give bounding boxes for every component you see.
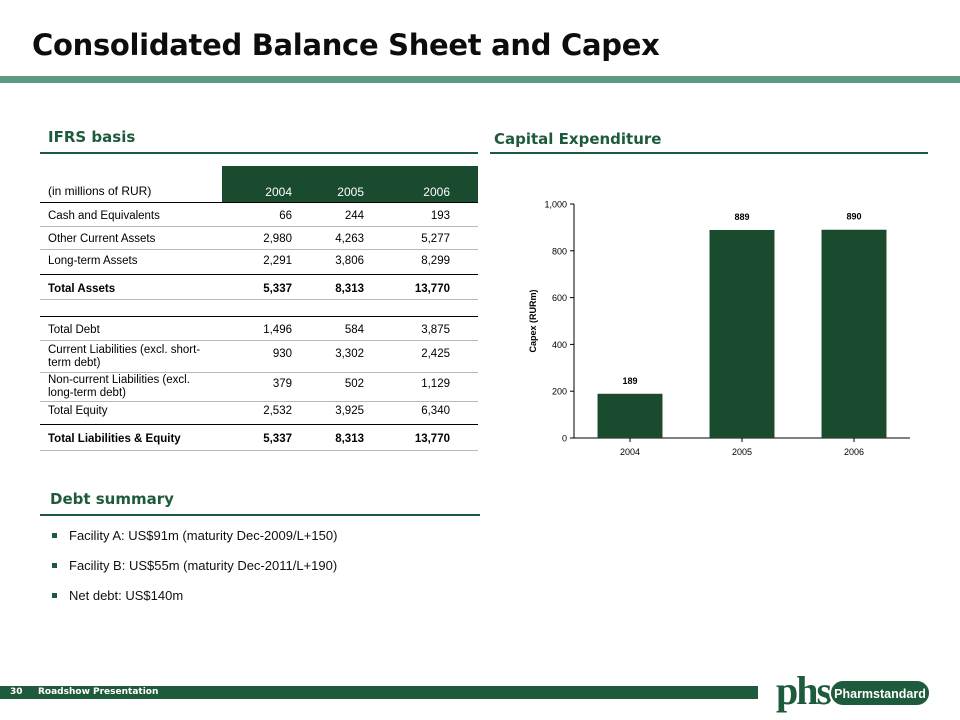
row-label: Non-current Liabilities (excl. long-term… [48, 374, 220, 400]
row-label-line: Current Liabilities (excl. short- [48, 344, 201, 356]
y-tick-label: 400 [552, 340, 567, 350]
cell-2005: 4,263 [335, 233, 364, 245]
page-number: 30 [10, 687, 23, 697]
bullet-square-icon [52, 563, 57, 568]
row-label-line: term debt) [48, 357, 101, 369]
row-label-line: long-term debt) [48, 387, 126, 399]
cell-2006: 13,770 [414, 433, 450, 445]
bullet-square-icon [52, 593, 57, 598]
cell-2004: 1,496 [263, 324, 292, 336]
bar [709, 229, 775, 438]
row-label: Total Equity [48, 405, 108, 417]
row-label: Cash and Equivalents [48, 210, 160, 222]
ifrs-heading: IFRS basis [48, 128, 136, 146]
cell-2004: 2,980 [263, 233, 292, 245]
header-rule [40, 202, 478, 203]
cell-2006: 5,277 [421, 233, 450, 245]
cell-2005: 3,806 [335, 255, 364, 267]
list-item-text: Net debt: US$140m [69, 588, 184, 603]
cell-2006: 8,299 [421, 255, 450, 267]
ifrs-heading-rule [40, 152, 478, 154]
cell-2004: 2,532 [263, 405, 292, 417]
row-divider [40, 274, 478, 275]
cell-2005: 8,313 [335, 433, 364, 445]
x-tick-label: 2004 [620, 447, 640, 457]
y-axis-title: Capex (RURm) [528, 289, 538, 352]
debt-summary-list: Facility A: US$91m (maturity Dec-2009/L+… [52, 528, 337, 618]
cell-2006: 2,425 [421, 348, 450, 360]
data-label: 889 [734, 212, 749, 222]
header-units: (in millions of RUR) [48, 184, 152, 198]
header-2005: 2005 [337, 185, 364, 199]
cell-2005: 3,302 [335, 348, 364, 360]
cell-2004: 930 [272, 348, 292, 360]
row-divider [40, 226, 478, 227]
row-divider [40, 340, 478, 341]
capex-heading: Capital Expenditure [494, 130, 662, 148]
cell-2004: 2,291 [263, 255, 292, 267]
bar [821, 229, 887, 438]
row-divider [40, 401, 478, 402]
header-2004: 2004 [265, 185, 292, 199]
cell-2005: 8,313 [335, 283, 364, 295]
title-underline [0, 76, 960, 83]
header-2006: 2006 [423, 185, 450, 199]
bar [597, 393, 663, 438]
table-header-fill [222, 166, 478, 202]
logo-text: Pharmstandard [834, 687, 926, 701]
row-divider [40, 372, 478, 373]
row-divider [40, 299, 478, 300]
row-label: Current Liabilities (excl. short- term d… [48, 344, 220, 370]
row-label: Long-term Assets [48, 255, 138, 267]
cell-2006: 193 [430, 210, 450, 222]
page-title: Consolidated Balance Sheet and Capex [32, 28, 660, 62]
x-tick-label: 2005 [732, 447, 752, 457]
footer-bar [0, 686, 758, 699]
cell-2005: 502 [344, 378, 364, 390]
data-label: 189 [622, 376, 637, 386]
capex-bar-chart: 0 200 400 600 800 1,000 Capex (RURm) 2004 189 200… [528, 200, 910, 457]
row-divider [40, 450, 478, 451]
cell-2004: 5,337 [263, 283, 292, 295]
data-label: 890 [846, 212, 861, 222]
list-item: Net debt: US$140m [52, 588, 337, 618]
bullet-square-icon [52, 533, 57, 538]
row-label: Total Liabilities & Equity [48, 433, 181, 445]
y-tick-label: 800 [552, 246, 567, 256]
footer-text: Roadshow Presentation [38, 687, 159, 697]
debt-heading-rule [40, 514, 480, 516]
row-divider [40, 424, 478, 425]
cell-2006: 1,129 [421, 378, 450, 390]
row-label-line: Non-current Liabilities (excl. [48, 374, 190, 386]
debt-summary-heading: Debt summary [50, 490, 174, 508]
list-item-text: Facility A: US$91m (maturity Dec-2009/L+… [69, 528, 338, 543]
row-label: Other Current Assets [48, 233, 156, 245]
y-tick-label: 200 [552, 387, 567, 397]
capex-heading-rule [490, 152, 928, 154]
y-tick-label: 600 [552, 293, 567, 303]
cell-2004: 66 [279, 210, 292, 222]
list-item: Facility B: US$55m (maturity Dec-2011/L+… [52, 558, 337, 588]
y-tick-label: 1,000 [544, 200, 567, 210]
cell-2004: 5,337 [263, 433, 292, 445]
cell-2005: 3,925 [335, 405, 364, 417]
pharmstandard-logo: phs Pharmstandard [776, 670, 931, 713]
list-item: Facility A: US$91m (maturity Dec-2009/L+… [52, 528, 337, 558]
list-item-text: Facility B: US$55m (maturity Dec-2011/L+… [69, 558, 338, 573]
cell-2005: 584 [344, 324, 364, 336]
row-label: Total Assets [48, 283, 116, 295]
logo-pill [829, 679, 931, 707]
y-tick-label: 0 [562, 434, 567, 444]
x-tick-label: 2006 [844, 447, 864, 457]
row-divider [40, 249, 478, 250]
cell-2005: 244 [344, 210, 364, 222]
cell-2006: 13,770 [414, 283, 450, 295]
row-divider [40, 316, 478, 317]
row-label: Total Debt [48, 324, 100, 336]
cell-2004: 379 [272, 378, 292, 390]
logo-mark: phs [776, 670, 831, 713]
cell-2006: 3,875 [421, 324, 450, 336]
cell-2006: 6,340 [421, 405, 450, 417]
